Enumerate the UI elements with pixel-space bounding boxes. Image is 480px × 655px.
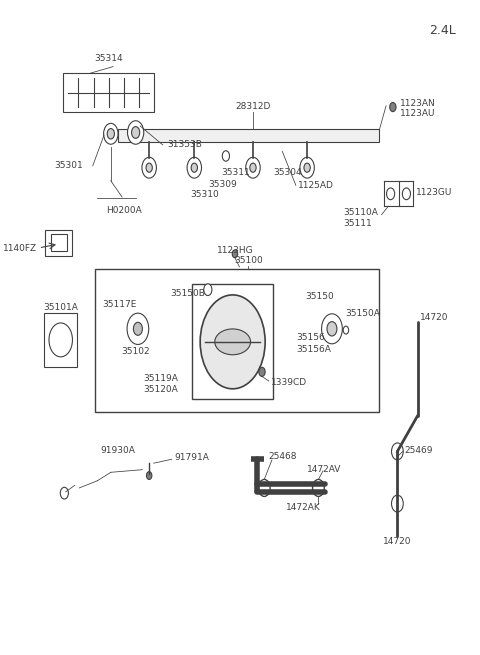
Circle shape: [300, 157, 314, 178]
Circle shape: [146, 472, 152, 479]
Text: 35119A: 35119A: [144, 374, 179, 383]
Ellipse shape: [215, 329, 251, 355]
Circle shape: [142, 157, 156, 178]
Circle shape: [104, 123, 118, 144]
Text: 91930A: 91930A: [100, 445, 135, 455]
Text: 25469: 25469: [404, 445, 432, 455]
Circle shape: [232, 250, 238, 257]
Circle shape: [222, 151, 229, 161]
Circle shape: [392, 495, 403, 512]
Text: 1472AV: 1472AV: [307, 465, 341, 474]
Text: 1125AD: 1125AD: [298, 181, 334, 190]
Circle shape: [187, 157, 202, 178]
Bar: [63, 73, 154, 112]
Text: 35310: 35310: [190, 190, 218, 199]
Text: 1123AU: 1123AU: [400, 109, 435, 118]
Text: 35111: 35111: [343, 219, 372, 228]
Bar: [46, 230, 72, 255]
Circle shape: [312, 479, 324, 496]
Text: 35110A: 35110A: [343, 208, 378, 217]
Circle shape: [200, 295, 265, 389]
Text: 31353B: 31353B: [167, 140, 202, 149]
Circle shape: [392, 443, 403, 460]
Circle shape: [386, 188, 395, 200]
Circle shape: [49, 323, 72, 357]
Text: 1123HG: 1123HG: [217, 246, 253, 255]
Text: 91791A: 91791A: [174, 453, 209, 462]
Circle shape: [402, 188, 410, 200]
Circle shape: [132, 126, 140, 138]
Text: 35314: 35314: [94, 54, 123, 63]
Text: H0200A: H0200A: [107, 206, 142, 215]
Circle shape: [327, 322, 337, 336]
Circle shape: [60, 487, 68, 499]
Text: 35102: 35102: [121, 347, 150, 356]
Text: 14720: 14720: [383, 537, 412, 546]
Circle shape: [390, 102, 396, 111]
Circle shape: [127, 313, 149, 345]
Circle shape: [343, 326, 348, 334]
Circle shape: [246, 157, 260, 178]
Circle shape: [107, 128, 114, 139]
Text: 35101A: 35101A: [43, 303, 78, 312]
Bar: [95, 269, 379, 412]
Circle shape: [128, 121, 144, 144]
Text: 1123GU: 1123GU: [416, 188, 453, 197]
Text: 35156A: 35156A: [296, 345, 331, 354]
Text: 35311: 35311: [221, 168, 250, 177]
Text: 2.4L: 2.4L: [429, 24, 456, 37]
Text: 35156: 35156: [296, 333, 324, 343]
Bar: [192, 284, 273, 400]
Circle shape: [322, 314, 342, 344]
Text: 35150A: 35150A: [346, 309, 380, 318]
Bar: [45, 313, 77, 367]
Text: 35100: 35100: [234, 256, 263, 265]
Text: 25468: 25468: [268, 452, 297, 461]
Circle shape: [191, 163, 197, 172]
Text: 35117E: 35117E: [103, 300, 137, 309]
Circle shape: [259, 367, 265, 377]
Text: 28312D: 28312D: [235, 102, 271, 111]
Text: 35120A: 35120A: [144, 385, 179, 394]
Text: 1123AN: 1123AN: [400, 100, 435, 108]
Text: 35301: 35301: [54, 161, 83, 170]
Text: 35150B: 35150B: [171, 289, 205, 298]
Text: 35309: 35309: [208, 179, 237, 189]
Text: 1472AK: 1472AK: [286, 503, 321, 512]
Circle shape: [133, 322, 143, 335]
Text: 35150: 35150: [305, 291, 334, 301]
Circle shape: [304, 163, 310, 172]
Text: 35304: 35304: [273, 168, 302, 177]
Circle shape: [146, 163, 152, 172]
Text: 1140FZ: 1140FZ: [3, 244, 37, 253]
Bar: [118, 128, 379, 141]
Circle shape: [258, 479, 270, 496]
Circle shape: [204, 284, 212, 295]
Circle shape: [250, 163, 256, 172]
Bar: [51, 234, 67, 251]
Text: 14720: 14720: [420, 313, 448, 322]
Text: 1339CD: 1339CD: [271, 379, 307, 388]
